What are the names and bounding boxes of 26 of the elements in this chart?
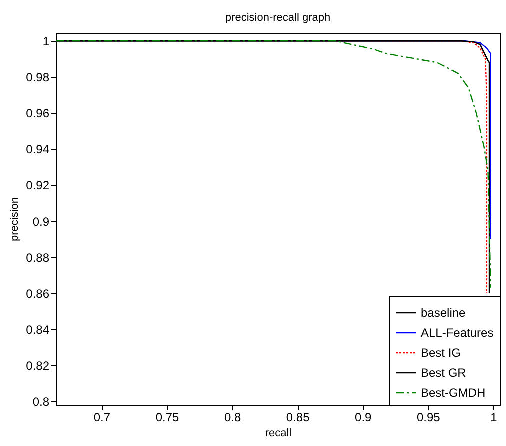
y-tick-label: 0.84: [26, 322, 50, 337]
y-tick-label: 0.82: [26, 358, 50, 373]
x-tick-label: 1: [490, 410, 498, 424]
y-tick-label: 0.96: [26, 106, 50, 121]
legend-label: ALL-Features: [421, 326, 494, 340]
y-tick-label: 0.92: [26, 178, 50, 193]
chart-title: precision-recall graph: [225, 12, 331, 24]
x-axis-title: recall: [265, 428, 292, 440]
x-tick-label: 0.7: [94, 410, 111, 424]
legend-label: Best-GMDH: [421, 386, 486, 400]
y-tick-label: 0.86: [26, 286, 50, 301]
y-tick-label: 0.8: [32, 394, 50, 409]
legend-label: baseline: [421, 306, 466, 320]
x-tick-label: 0.85: [286, 410, 310, 424]
legend-label: Best GR: [421, 366, 467, 380]
x-tick-label: 0.95: [416, 410, 441, 424]
y-tick-label: 0.9: [32, 214, 50, 229]
legend-label: Best IG: [421, 346, 462, 360]
y-axis-title: precision: [9, 197, 22, 242]
x-tick-label: 0.75: [156, 410, 180, 424]
y-tick-label: 0.94: [26, 142, 50, 157]
x-tick-label: 0.9: [355, 410, 372, 424]
x-tick-label: 0.8: [224, 410, 242, 424]
y-tick-label: 1: [42, 34, 50, 49]
y-tick-label: 0.88: [26, 250, 50, 265]
y-tick-label: 0.98: [26, 70, 50, 85]
